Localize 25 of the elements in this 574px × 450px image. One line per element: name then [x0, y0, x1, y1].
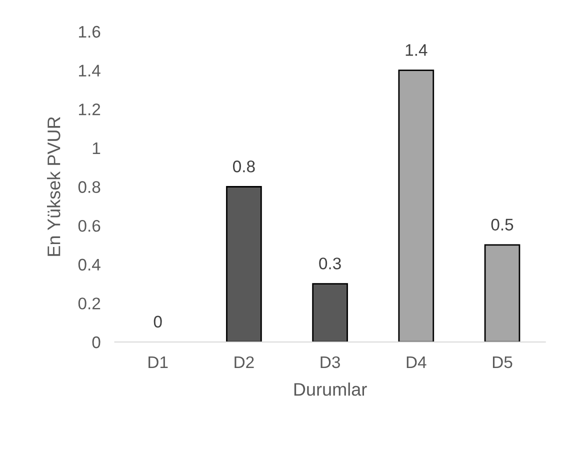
data-label: 0.8: [233, 160, 255, 172]
y-tick-label: 1.6: [79, 26, 100, 38]
bar: [226, 186, 262, 342]
y-tick-label: 0.8: [78, 181, 100, 193]
x-tick-label: D1: [148, 356, 168, 368]
y-tick-label: 0.4: [78, 258, 100, 271]
x-tick-label: D2: [234, 356, 254, 368]
data-label: 0.5: [491, 218, 514, 231]
x-tick-label: D4: [406, 356, 426, 368]
x-axis-title: Durumlar: [294, 382, 367, 396]
y-tick-label: 0.2: [78, 298, 100, 310]
y-tick-label: 0: [92, 336, 100, 348]
x-tick-label: D3: [320, 356, 340, 368]
bar: [398, 70, 434, 342]
y-tick-label: 1: [92, 142, 100, 154]
data-label: 0.3: [319, 258, 341, 270]
bar: [484, 244, 520, 342]
y-axis-title: En Yüksek PVUR: [47, 117, 60, 256]
x-tick-label: D5: [492, 356, 512, 368]
y-tick-label: 1.2: [79, 104, 100, 116]
bar: [312, 283, 348, 342]
data-label: 0: [154, 316, 162, 328]
y-tick-label: 0.6: [78, 220, 100, 232]
y-tick-label: 1.4: [79, 64, 100, 76]
data-label: 1.4: [406, 44, 428, 56]
